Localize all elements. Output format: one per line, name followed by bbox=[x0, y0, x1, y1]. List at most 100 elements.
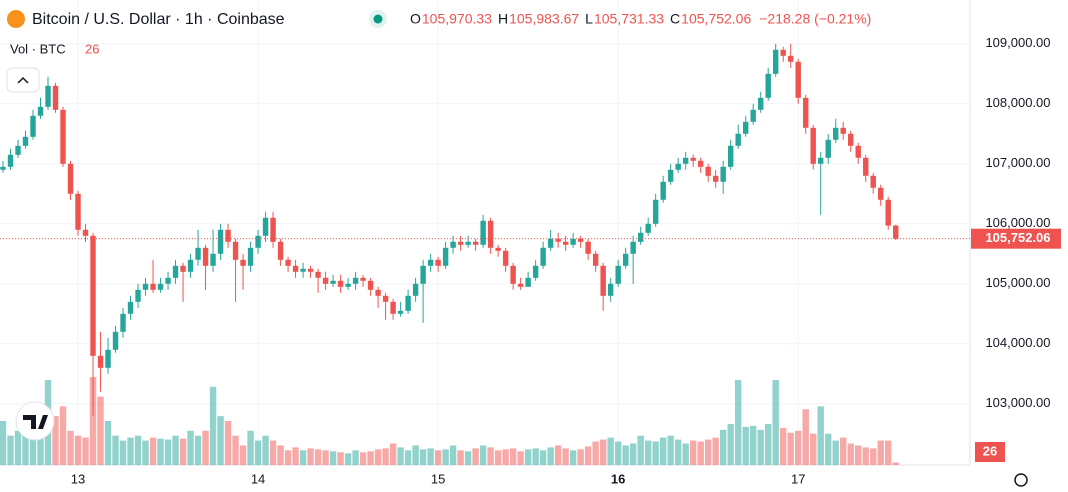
volume-bar bbox=[119, 440, 127, 465]
candle-body bbox=[120, 313, 126, 332]
candle-body bbox=[210, 253, 216, 266]
x-tick-label: 16 bbox=[611, 471, 625, 486]
settings-icon[interactable] bbox=[1014, 473, 1028, 487]
last-price-label: 105,752.06 bbox=[985, 230, 1050, 245]
volume-bar bbox=[322, 450, 329, 465]
volume-bar bbox=[479, 445, 487, 465]
volume-bar bbox=[52, 416, 59, 465]
y-tick-label: 104,000.00 bbox=[985, 335, 1050, 350]
candle-body bbox=[615, 265, 621, 284]
volume-bar bbox=[840, 437, 847, 465]
volume-bar bbox=[0, 421, 7, 465]
volume-bar bbox=[644, 440, 652, 465]
volume-bar bbox=[14, 430, 22, 465]
market-dot bbox=[373, 14, 383, 24]
candle-body bbox=[262, 217, 269, 236]
candle-body bbox=[427, 259, 434, 266]
volume-bar bbox=[187, 430, 194, 465]
volume-bar bbox=[104, 421, 112, 465]
volume-bar bbox=[547, 447, 554, 465]
volume-bar bbox=[637, 435, 644, 465]
candle-body bbox=[217, 229, 224, 254]
volume-bar bbox=[89, 377, 97, 465]
volume-bar bbox=[825, 433, 832, 465]
candle-body bbox=[735, 133, 741, 146]
candle-body bbox=[180, 265, 186, 272]
candle-body bbox=[622, 253, 629, 266]
volume-bar bbox=[374, 449, 382, 465]
candle-body bbox=[22, 136, 29, 146]
candle-body bbox=[840, 127, 846, 134]
candle-body bbox=[525, 277, 531, 287]
volume-bar bbox=[457, 450, 464, 465]
volume-bar bbox=[277, 445, 284, 465]
candle-body bbox=[803, 97, 809, 128]
volume-bar bbox=[532, 448, 539, 465]
candle-body bbox=[450, 241, 456, 248]
plot bbox=[0, 0, 970, 465]
volume-bar bbox=[284, 450, 292, 465]
candle-body bbox=[878, 187, 884, 200]
volume-bar bbox=[719, 429, 727, 465]
ohlc-value: 105,752.06 bbox=[681, 11, 751, 27]
ohlc-value: 105,731.33 bbox=[594, 11, 664, 27]
logo-mark bbox=[23, 415, 48, 429]
volume-bar bbox=[307, 448, 314, 465]
volume-bar bbox=[659, 437, 667, 465]
volume-bar bbox=[269, 440, 277, 465]
volume-bar bbox=[652, 441, 659, 465]
candle-body bbox=[712, 175, 719, 182]
candle-body bbox=[352, 277, 359, 284]
volume-bar bbox=[742, 426, 749, 465]
volume-bar bbox=[689, 440, 697, 465]
candle-body bbox=[607, 283, 614, 296]
volume-bar bbox=[299, 450, 307, 465]
change: −218.28 (−0.21%) bbox=[759, 11, 871, 27]
ohlc-key: C bbox=[670, 11, 680, 27]
volume-bar bbox=[607, 437, 614, 465]
volume-bar bbox=[780, 427, 787, 465]
candle-body bbox=[833, 127, 839, 140]
volume-bar bbox=[554, 445, 562, 465]
volume-bar bbox=[464, 451, 472, 465]
candle-body bbox=[45, 85, 51, 107]
candle-body bbox=[675, 163, 681, 170]
volume-bar bbox=[254, 440, 262, 465]
candle-body bbox=[697, 160, 704, 167]
coin-icon bbox=[7, 10, 25, 28]
volume-bar bbox=[885, 440, 892, 465]
ohlc-value: 105,970.33 bbox=[422, 11, 492, 27]
volume-bar bbox=[442, 449, 449, 465]
volume-tag bbox=[975, 442, 1005, 462]
volume-bar bbox=[337, 452, 344, 465]
candle-body bbox=[397, 310, 404, 314]
y-tick-label: 103,000.00 bbox=[985, 395, 1050, 410]
volume-bar bbox=[847, 443, 854, 465]
candle-body bbox=[52, 85, 59, 110]
volume-bar bbox=[37, 430, 44, 465]
candle-body bbox=[0, 166, 6, 170]
candle-body bbox=[157, 283, 164, 290]
volume-bar bbox=[217, 416, 224, 465]
candle-body bbox=[690, 157, 696, 161]
volume-bar bbox=[202, 430, 209, 465]
last-price-tag bbox=[971, 228, 1061, 249]
candle-body bbox=[652, 199, 659, 224]
volume-bar bbox=[599, 439, 607, 465]
candle-body bbox=[67, 163, 74, 194]
volume-bar bbox=[172, 435, 179, 465]
volume-bar bbox=[59, 406, 67, 465]
candle-body bbox=[577, 238, 584, 242]
candle-body bbox=[435, 259, 441, 266]
candle-body bbox=[592, 253, 599, 266]
candle-body bbox=[630, 241, 636, 254]
candle-body bbox=[667, 169, 674, 182]
x-tick-label: 15 bbox=[431, 471, 445, 486]
candle-body bbox=[472, 241, 479, 245]
candle-body bbox=[502, 250, 509, 266]
candle-body bbox=[405, 295, 411, 311]
volume-bar bbox=[810, 433, 817, 465]
candle-body bbox=[247, 247, 254, 266]
collapse-button[interactable] bbox=[6, 67, 40, 93]
candle-body bbox=[172, 265, 179, 278]
